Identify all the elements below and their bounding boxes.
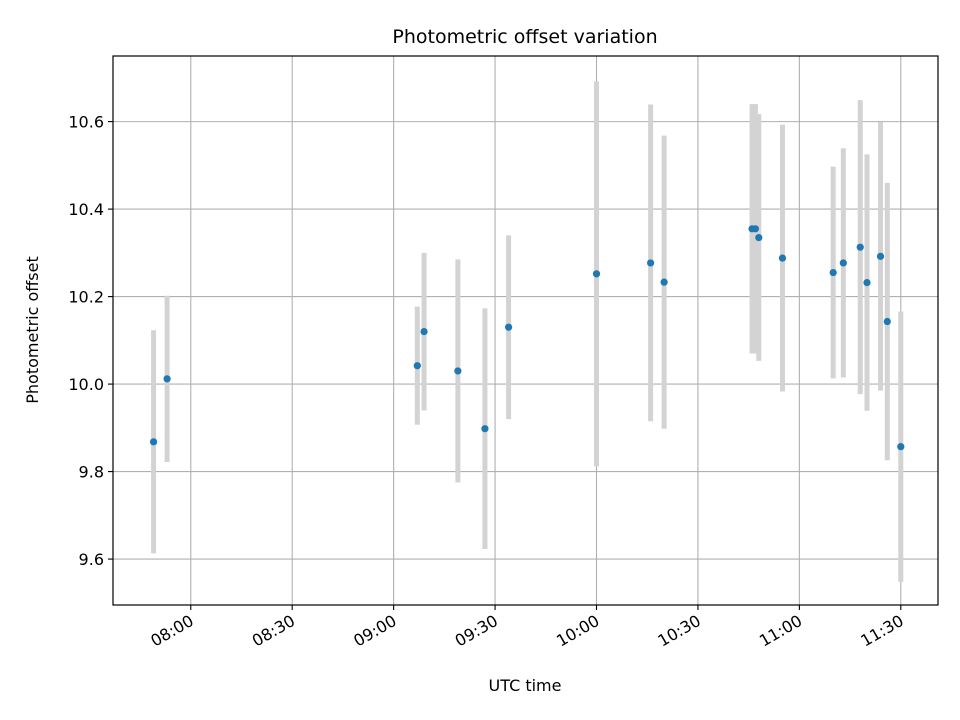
- data-points: [149, 225, 905, 451]
- data-point: [883, 317, 891, 326]
- x-axis-label: UTC time: [489, 676, 562, 695]
- data-point: [481, 425, 489, 433]
- data-point: [504, 323, 513, 331]
- y-gridlines: [113, 121, 938, 560]
- data-point: [755, 233, 763, 242]
- data-point: [863, 278, 871, 287]
- data-point: [839, 259, 847, 267]
- data-point: [420, 327, 428, 336]
- y-tick-label: 10.6: [68, 113, 104, 132]
- y-tick-label: 9.6: [79, 550, 104, 569]
- data-point: [592, 270, 601, 278]
- data-point: [454, 367, 462, 375]
- y-axis-ticks: 9.6 9.8 10.0 10.2 10.4 10.6: [68, 113, 113, 569]
- data-point: [163, 375, 171, 383]
- y-axis-label: Photometric offset: [23, 256, 42, 404]
- data-point: [660, 278, 668, 286]
- y-tick-label: 9.8: [79, 463, 104, 482]
- data-point: [149, 438, 158, 446]
- data-point: [751, 225, 760, 233]
- data-point: [778, 254, 787, 262]
- y-tick-label: 10.4: [68, 200, 104, 219]
- data-point: [413, 362, 421, 370]
- y-tick-label: 10.2: [68, 288, 104, 307]
- y-tick-label: 10.0: [68, 375, 104, 394]
- data-point: [876, 252, 885, 260]
- data-point: [856, 243, 864, 251]
- data-point: [897, 443, 905, 451]
- data-point: [647, 259, 655, 267]
- plot-area-frame: [112, 55, 939, 606]
- chart-title: Photometric offset variation: [392, 26, 657, 48]
- data-point: [829, 268, 837, 277]
